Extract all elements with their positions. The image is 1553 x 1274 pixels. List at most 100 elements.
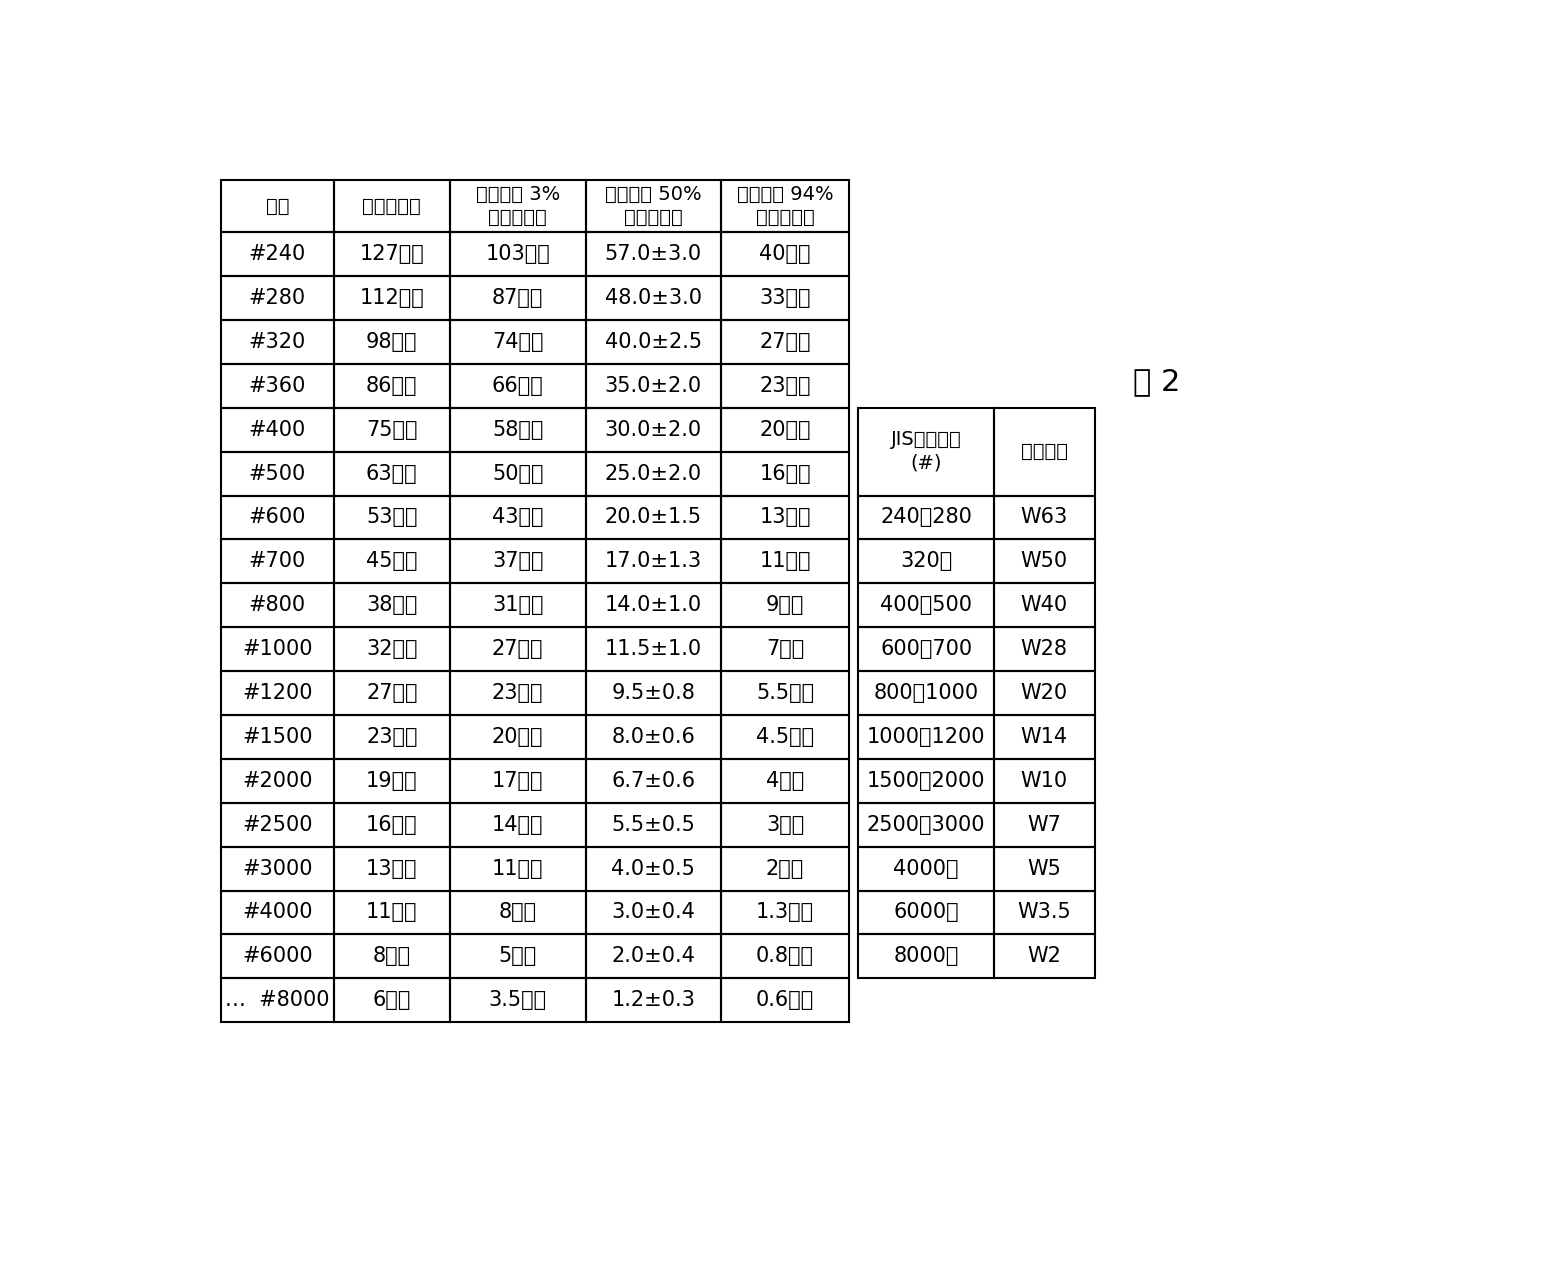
Text: #500: #500 — [248, 464, 306, 484]
Text: 103以下: 103以下 — [485, 245, 550, 264]
Text: #240: #240 — [248, 245, 306, 264]
Bar — [334, 934, 450, 978]
Text: 2以上: 2以上 — [766, 859, 804, 879]
Text: 320＜: 320＜ — [901, 552, 952, 571]
Bar — [221, 320, 334, 364]
Bar — [450, 583, 585, 627]
Text: #4000: #4000 — [242, 902, 312, 922]
Bar — [585, 364, 721, 408]
Text: 20以下: 20以下 — [492, 727, 544, 747]
Bar — [585, 232, 721, 276]
Text: 74以下: 74以下 — [492, 333, 544, 352]
Bar — [221, 934, 334, 978]
Bar — [859, 671, 994, 715]
Bar — [721, 934, 849, 978]
Bar — [585, 803, 721, 847]
Bar — [721, 891, 849, 934]
Text: 4.0±0.5: 4.0±0.5 — [612, 859, 696, 879]
Bar — [721, 276, 849, 320]
Bar — [859, 847, 994, 891]
Bar — [585, 180, 721, 232]
Bar — [585, 847, 721, 891]
Text: 6.7±0.6: 6.7±0.6 — [612, 771, 696, 791]
Bar — [721, 978, 849, 1022]
Text: 最大粒子径: 最大粒子径 — [362, 196, 421, 215]
Bar — [334, 180, 450, 232]
Bar — [334, 803, 450, 847]
Bar — [721, 496, 849, 539]
Bar — [721, 232, 849, 276]
Bar — [221, 452, 334, 496]
Text: 3以上: 3以上 — [766, 814, 804, 834]
Bar — [334, 496, 450, 539]
Text: 240～280: 240～280 — [881, 507, 972, 527]
Text: 43以下: 43以下 — [492, 507, 544, 527]
Bar — [859, 408, 994, 496]
Bar — [221, 539, 334, 583]
Bar — [859, 891, 994, 934]
Text: 最大高度 50%
点的粒子径: 最大高度 50% 点的粒子径 — [606, 185, 702, 227]
Text: 4.5以上: 4.5以上 — [756, 727, 814, 747]
Text: 86以下: 86以下 — [367, 376, 418, 396]
Text: 14.0±1.0: 14.0±1.0 — [604, 595, 702, 615]
Text: 38以下: 38以下 — [367, 595, 418, 615]
Bar — [221, 847, 334, 891]
Text: #2500: #2500 — [242, 814, 312, 834]
Bar — [334, 671, 450, 715]
Text: 600～700: 600～700 — [881, 640, 972, 659]
Bar — [721, 408, 849, 452]
Bar — [334, 232, 450, 276]
Text: #400: #400 — [248, 419, 306, 440]
Text: 19以下: 19以下 — [367, 771, 418, 791]
Bar — [859, 627, 994, 671]
Text: #320: #320 — [248, 333, 306, 352]
Text: 16以下: 16以下 — [367, 814, 418, 834]
Text: 31以下: 31以下 — [492, 595, 544, 615]
Text: 8以下: 8以下 — [373, 947, 412, 967]
Text: 8000＜: 8000＜ — [893, 947, 958, 967]
Bar — [221, 276, 334, 320]
Text: #360: #360 — [248, 376, 306, 396]
Bar — [994, 891, 1095, 934]
Text: 0.6以上: 0.6以上 — [756, 990, 814, 1010]
Bar — [450, 627, 585, 671]
Bar — [334, 583, 450, 627]
Bar — [585, 891, 721, 934]
Bar — [450, 276, 585, 320]
Text: 53以下: 53以下 — [367, 507, 418, 527]
Bar — [450, 715, 585, 759]
Text: 最大高度 3%
点的粒子径: 最大高度 3% 点的粒子径 — [475, 185, 559, 227]
Bar — [859, 496, 994, 539]
Text: #6000: #6000 — [242, 947, 312, 967]
Text: 8以下: 8以下 — [499, 902, 537, 922]
Text: 50以下: 50以下 — [492, 464, 544, 484]
Text: 0.8以上: 0.8以上 — [756, 947, 814, 967]
Text: 13以上: 13以上 — [759, 507, 811, 527]
Text: 23以下: 23以下 — [367, 727, 418, 747]
Text: 27以上: 27以上 — [759, 333, 811, 352]
Text: 7以上: 7以上 — [766, 640, 804, 659]
Bar — [450, 408, 585, 452]
Bar — [994, 715, 1095, 759]
Text: 17以下: 17以下 — [492, 771, 544, 791]
Text: 2.0±0.4: 2.0±0.4 — [612, 947, 696, 967]
Text: W3.5: W3.5 — [1017, 902, 1072, 922]
Bar — [585, 627, 721, 671]
Text: 17.0±1.3: 17.0±1.3 — [604, 552, 702, 571]
Text: W20: W20 — [1020, 683, 1068, 703]
Text: 13以下: 13以下 — [367, 859, 418, 879]
Bar — [994, 671, 1095, 715]
Bar — [450, 759, 585, 803]
Bar — [450, 496, 585, 539]
Bar — [450, 232, 585, 276]
Text: 27以下: 27以下 — [492, 640, 544, 659]
Text: W63: W63 — [1020, 507, 1068, 527]
Bar — [994, 803, 1095, 847]
Bar — [721, 539, 849, 583]
Bar — [721, 180, 849, 232]
Text: 30.0±2.0: 30.0±2.0 — [604, 419, 702, 440]
Bar — [859, 803, 994, 847]
Bar — [334, 408, 450, 452]
Bar — [450, 978, 585, 1022]
Text: 98以下: 98以下 — [367, 333, 418, 352]
